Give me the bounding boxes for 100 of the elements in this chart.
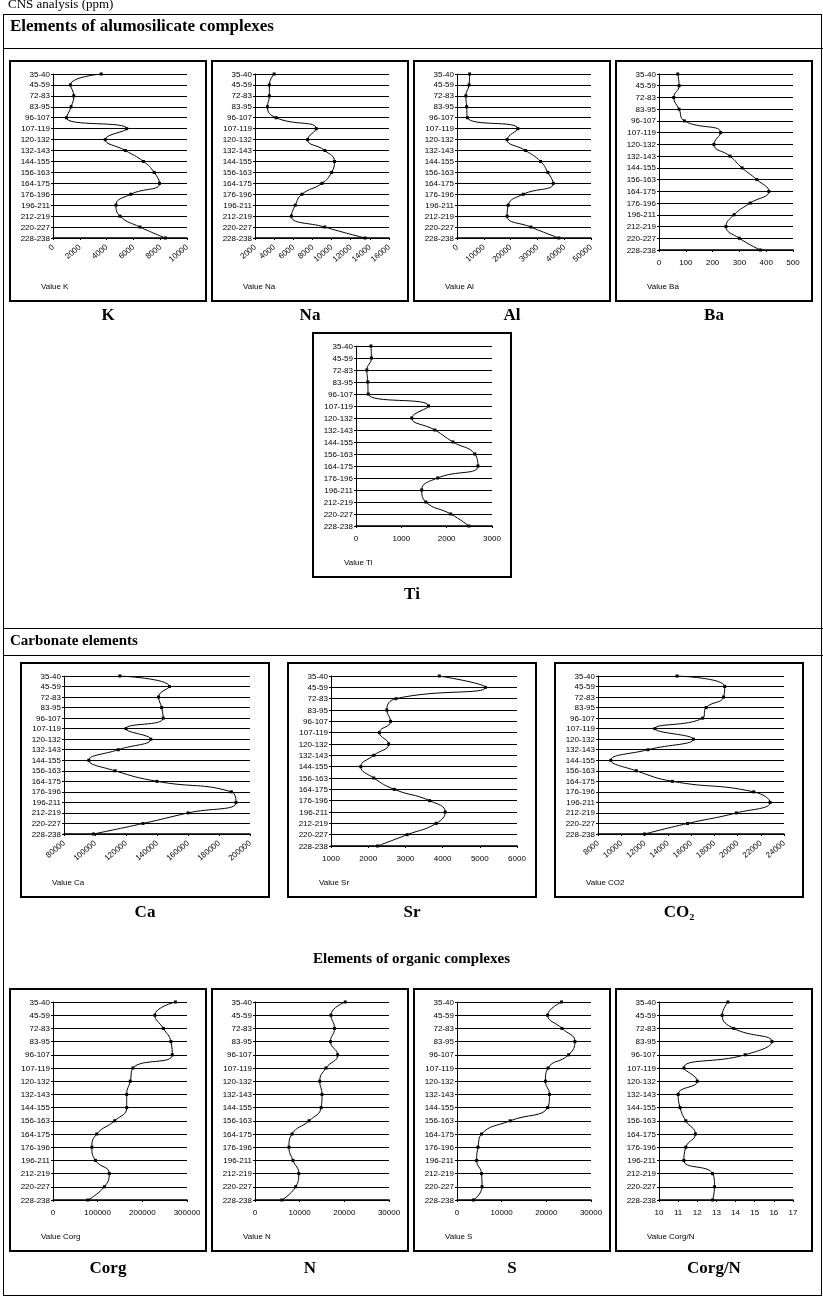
- y-tick-label: 35-40: [635, 997, 657, 1007]
- point: [323, 149, 327, 153]
- x-tick-label: 0: [50, 1207, 56, 1217]
- point: [387, 742, 391, 746]
- point: [719, 131, 723, 135]
- y-tick-label: 35-40: [40, 671, 62, 681]
- y-tick-label: 72-83: [231, 1023, 253, 1033]
- y-tick-label: 228-238: [323, 521, 354, 531]
- point: [372, 753, 376, 757]
- y-tick-label: 176-196: [31, 787, 62, 797]
- y-tick-label: 220-227: [222, 1182, 253, 1192]
- y-tick-label: 228-238: [298, 841, 329, 851]
- point: [711, 1172, 715, 1176]
- y-tick-label: 220-227: [31, 818, 62, 828]
- y-tick-label: 220-227: [20, 222, 51, 232]
- y-tick-label: 156-163: [20, 1116, 51, 1126]
- point: [468, 72, 472, 76]
- y-tick-label: 120-132: [424, 1076, 455, 1086]
- point: [546, 170, 550, 174]
- y-tick-label: 107-119: [627, 128, 657, 138]
- point: [711, 1198, 715, 1202]
- point: [740, 166, 744, 170]
- y-tick-label: 35-40: [307, 671, 329, 681]
- point: [480, 1172, 484, 1176]
- x-tick-label: 1000: [392, 533, 411, 543]
- y-tick-label: 176-196: [298, 796, 329, 806]
- y-tick-label: 72-83: [307, 694, 329, 704]
- point: [743, 1053, 747, 1057]
- y-tick-label: 120-132: [20, 1076, 51, 1086]
- point: [732, 213, 736, 217]
- point: [113, 769, 117, 773]
- point: [712, 142, 716, 146]
- y-tick-label: 83-95: [635, 104, 657, 114]
- y-tick-label: 72-83: [574, 692, 596, 702]
- y-tick-label: 156-163: [626, 1116, 657, 1126]
- y-tick-label: 164-175: [424, 1129, 455, 1139]
- y-tick-label: 132-143: [323, 425, 354, 435]
- y-tick-label: 176-196: [20, 1142, 51, 1152]
- y-tick-label: 132-143: [424, 146, 455, 156]
- x-tick-label: 1000: [322, 853, 341, 863]
- y-tick-label: 72-83: [635, 1023, 657, 1033]
- y-tick-label: 228-238: [424, 233, 455, 243]
- y-tick-label: 132-143: [31, 745, 62, 755]
- y-tick-label: 45-59: [574, 682, 596, 692]
- text: Corg/N: [686, 1258, 742, 1278]
- x-tick-label: 300000: [173, 1207, 201, 1217]
- y-tick-label: 96-107: [227, 113, 253, 123]
- y-tick-label: 212-219: [424, 1169, 455, 1179]
- point: [420, 488, 424, 492]
- point: [68, 83, 72, 87]
- point: [653, 727, 657, 731]
- point: [720, 1013, 724, 1017]
- point: [682, 1158, 686, 1162]
- point: [394, 697, 398, 701]
- y-tick-label: 35-40: [231, 69, 253, 79]
- y-tick-label: 35-40: [433, 69, 455, 79]
- y-tick-label: 176-196: [222, 1142, 253, 1152]
- y-tick-label: 83-95: [231, 1037, 253, 1047]
- point: [609, 758, 613, 762]
- y-tick-label: 83-95: [231, 102, 253, 112]
- point: [472, 1198, 476, 1202]
- point: [737, 236, 741, 240]
- x-axis-title: Value Corg/N: [647, 1231, 695, 1241]
- y-tick-label: 132-143: [298, 750, 329, 760]
- x-tick-label: 0: [450, 242, 461, 253]
- y-tick-label: 196-211: [299, 807, 329, 817]
- point: [86, 1198, 90, 1202]
- y-tick-label: 144-155: [222, 1103, 253, 1113]
- point: [128, 1079, 132, 1083]
- y-tick-label: 212-219: [222, 1169, 253, 1179]
- x-tick-label: 17: [788, 1207, 798, 1217]
- y-tick-label: 35-40: [29, 997, 51, 1007]
- y-tick-label: 144-155: [222, 156, 253, 166]
- y-tick-label: 83-95: [307, 705, 329, 715]
- text: Al: [502, 305, 522, 325]
- y-tick-label: 176-196: [20, 189, 51, 199]
- point: [320, 181, 324, 185]
- x-tick-label: 30000: [579, 1207, 603, 1217]
- y-tick-label: 156-163: [424, 167, 455, 177]
- text: S: [506, 1258, 518, 1278]
- y-tick-label: 228-238: [222, 1195, 253, 1205]
- point: [505, 138, 509, 142]
- point: [267, 83, 271, 87]
- y-tick-label: 72-83: [231, 91, 253, 101]
- y-tick-label: 45-59: [332, 353, 354, 363]
- y-tick-label: 220-227: [323, 509, 354, 519]
- point: [366, 380, 370, 384]
- y-tick-label: 164-175: [31, 776, 62, 786]
- y-tick-label: 72-83: [433, 91, 455, 101]
- x-tick-label: 6000: [508, 853, 527, 863]
- point: [695, 1079, 699, 1083]
- point: [676, 1092, 680, 1096]
- y-tick-label: 72-83: [332, 365, 354, 375]
- y-tick-label: 164-175: [424, 178, 455, 188]
- text: Carbonate elements: [10, 632, 138, 649]
- point: [682, 1066, 686, 1070]
- x-tick-label: 300: [732, 257, 747, 267]
- point: [770, 1040, 774, 1044]
- y-tick-label: 83-95: [433, 1037, 455, 1047]
- point: [369, 344, 373, 348]
